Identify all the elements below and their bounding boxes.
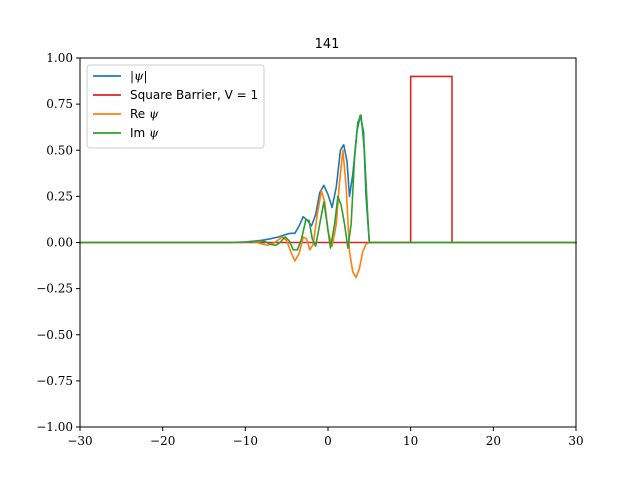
- legend-label: |ψ|: [130, 69, 148, 83]
- x-tick-label: 10: [403, 434, 418, 448]
- y-tick-label: −0.25: [36, 282, 73, 296]
- legend: |ψ| Square Barrier, V = 1 Re ψ Im ψ: [86, 64, 265, 149]
- x-tick-label: 20: [486, 434, 501, 448]
- y-tick-label: 0.50: [46, 143, 73, 157]
- series-line-3: [79, 114, 577, 251]
- legend-label: Square Barrier, V = 1: [130, 88, 258, 102]
- x-tick-label: −20: [150, 434, 175, 448]
- chart-title: 141: [315, 37, 340, 52]
- x-tick-label: 30: [568, 434, 583, 448]
- legend-label: Im ψ: [130, 126, 159, 140]
- legend-label: Re ψ: [130, 107, 159, 121]
- x-tick-label: −10: [233, 434, 258, 448]
- y-tick-label: 0.25: [46, 189, 73, 203]
- y-tick-label: −1.00: [36, 420, 73, 434]
- y-tick-label: −0.50: [36, 328, 73, 342]
- x-tick-label: 0: [324, 434, 332, 448]
- x-tick-label: −30: [67, 434, 92, 448]
- legend-box: [86, 64, 265, 149]
- series-layer: [79, 75, 577, 279]
- y-axis: −1.00 −0.75 −0.50 −0.25 0.00 0.25 0.50 0.75 1.00: [36, 51, 80, 434]
- y-tick-label: −0.75: [36, 374, 73, 388]
- y-tick-label: 1.00: [46, 51, 73, 65]
- series-line-2: [79, 149, 577, 279]
- x-axis: −30 −20 −10 0 10 20 30: [67, 427, 584, 448]
- y-tick-label: 0.75: [46, 97, 73, 111]
- y-tick-label: 0.00: [46, 236, 73, 250]
